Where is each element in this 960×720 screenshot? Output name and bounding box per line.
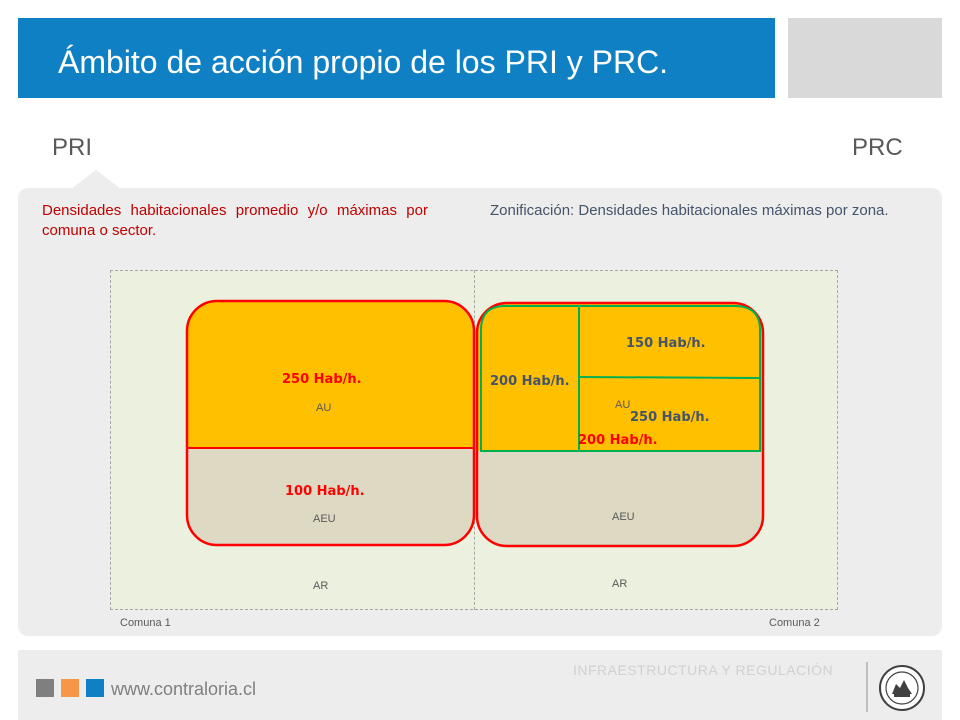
footer xyxy=(18,650,942,720)
comuna1-aeu-density: 100 Hab/h. xyxy=(285,484,365,499)
footer-square-orange xyxy=(61,679,79,697)
footer-url[interactable]: www.contraloria.cl xyxy=(111,679,257,699)
prc-zone-divider-horizontal xyxy=(578,376,761,379)
pri-label: PRI xyxy=(52,134,93,161)
comuna2-zone-top-right-density: 150 Hab/h. xyxy=(626,336,706,351)
page-title: Ámbito de acción propio de los PRI y PRC… xyxy=(58,44,669,80)
comuna1-au-label: AU xyxy=(316,402,332,414)
comuna2-zones xyxy=(477,303,763,546)
comuna2-au-overall-density: 200 Hab/h. xyxy=(578,433,658,448)
comuna1-name: Comuna 1 xyxy=(120,617,171,629)
comuna2-limit xyxy=(475,301,765,548)
title-bar xyxy=(18,18,775,98)
comuna2-extension-area xyxy=(477,451,763,546)
comuna1-ar-label: AR xyxy=(313,580,329,592)
contraloria-seal-icon xyxy=(879,665,925,711)
comuna2-ar-label: AR xyxy=(612,578,628,590)
footer-square-blue xyxy=(86,679,104,697)
comuna2-zone-bottom-right-density: 250 Hab/h. xyxy=(630,410,710,425)
comuna2-aeu-label: AEU xyxy=(612,511,635,523)
comuna1-limit xyxy=(185,299,476,547)
prc-description: Zonificación: Densidades habitacionales … xyxy=(490,202,889,219)
prc-zone-outline xyxy=(480,305,761,452)
comuna1-zones xyxy=(187,301,474,545)
comuna1-extension-area xyxy=(187,448,474,545)
comuna1-aeu-label: AEU xyxy=(313,513,336,525)
footer-separator xyxy=(866,662,868,712)
comuna1-au-density: 250 Hab/h. xyxy=(282,372,362,387)
comuna2-name: Comuna 2 xyxy=(769,617,820,629)
comuna2-zone-left-density: 200 Hab/h. xyxy=(490,374,570,389)
prc-label: PRC xyxy=(852,134,903,161)
comuna1-urban-area xyxy=(187,301,474,448)
comuna2-au-label: AU xyxy=(615,399,631,411)
title-side-block xyxy=(788,18,942,98)
pri-description: Densidades habitacionales promedio y/o m… xyxy=(42,202,428,239)
panel-pointer xyxy=(72,170,120,188)
footer-caption: INFRAESTRUCTURA Y REGULACIÓN xyxy=(573,662,834,678)
footer-square-gray xyxy=(36,679,54,697)
